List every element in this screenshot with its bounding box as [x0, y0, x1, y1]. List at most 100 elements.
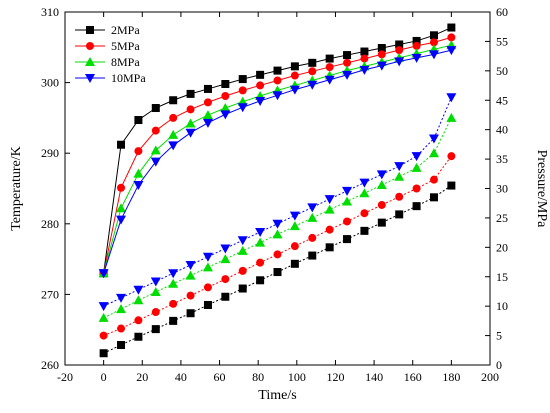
pressure-point — [394, 172, 404, 181]
temperature-point — [291, 62, 299, 70]
temperature-point — [169, 96, 177, 104]
temperature-point — [256, 81, 264, 89]
pressure-point — [239, 285, 247, 293]
pressure-point — [412, 152, 422, 161]
pressure-point — [290, 212, 300, 221]
y-right-tick-label: 50 — [496, 64, 508, 78]
temperature-point — [221, 80, 229, 88]
x-tick-label: 160 — [404, 370, 422, 384]
pressure-point — [446, 113, 456, 122]
pressure-point — [378, 201, 386, 209]
y-left-tick-label: 260 — [41, 358, 59, 372]
pressure-point — [100, 332, 108, 340]
temperature-point — [169, 114, 177, 122]
pressure-point — [256, 259, 264, 267]
pressure-point — [169, 317, 177, 325]
pressure-point — [117, 341, 125, 349]
pressure-point — [378, 219, 386, 227]
legend-item-2MPa: 2MPa — [75, 23, 140, 37]
pressure-point — [395, 193, 403, 201]
pressure-point — [204, 301, 212, 309]
pressure-point — [394, 162, 404, 171]
pressure-point — [290, 221, 300, 230]
pressure-point — [291, 242, 299, 250]
pressure-point — [377, 170, 387, 179]
temperature-point — [255, 97, 265, 106]
pressure-point — [429, 148, 439, 157]
temperature-point — [203, 110, 213, 119]
pressure-point — [342, 187, 352, 196]
legend-label: 5MPa — [111, 39, 140, 53]
temperature-point — [186, 129, 196, 138]
temperature-point — [447, 24, 455, 32]
temperature-point — [221, 92, 229, 100]
pressure-point — [307, 203, 317, 212]
legend-marker — [86, 26, 94, 34]
pressure-point — [133, 295, 143, 304]
legend-item-8MPa: 8MPa — [75, 55, 140, 69]
pressure-point — [221, 293, 229, 301]
pressure-point — [220, 245, 230, 254]
pressure-point — [343, 235, 351, 243]
pressure-point — [204, 283, 212, 291]
legend: 2MPa 5MPa 8MPa 10MPa — [75, 23, 146, 85]
pressure-point — [274, 250, 282, 258]
temperature-point — [133, 169, 143, 178]
legend-label: 8MPa — [111, 55, 140, 69]
pressure-point — [447, 152, 455, 160]
pressure-point — [307, 213, 317, 222]
y-right-tick-label: 40 — [496, 123, 508, 137]
temperature-point — [308, 59, 316, 67]
temperature-point — [187, 105, 195, 113]
y-right-tick-label: 45 — [496, 93, 508, 107]
pressure-point — [256, 276, 264, 284]
pressure-point — [447, 182, 455, 190]
temperature-point — [152, 104, 160, 112]
pressure-point — [238, 246, 248, 255]
x-tick-label: 200 — [481, 370, 499, 384]
temperature-point — [220, 110, 230, 119]
y-right-tick-label: 5 — [496, 329, 502, 343]
y-left-tick-label: 310 — [41, 5, 59, 19]
legend-label: 10MPa — [111, 71, 146, 85]
pressure-point — [99, 302, 109, 311]
x-axis-title: Time/s — [258, 388, 296, 403]
temperature-point — [133, 181, 143, 190]
pressure-point — [255, 238, 265, 247]
x-tick-label: -20 — [57, 370, 73, 384]
temperature-point — [291, 72, 299, 80]
pressure-point — [342, 196, 352, 205]
pressure-point — [168, 269, 178, 278]
pressure-point — [274, 268, 282, 276]
x-tick-label: 80 — [252, 370, 264, 384]
pressure-point — [134, 316, 142, 324]
series-2MPa — [100, 24, 456, 358]
x-tick-label: 100 — [288, 370, 306, 384]
temperature-point — [430, 31, 438, 39]
pressure-point — [446, 93, 456, 102]
pressure-point — [187, 309, 195, 317]
y-right-tick-label: 0 — [496, 358, 502, 372]
temperature-point — [134, 116, 142, 124]
y-axis-left-title: Temperature/K — [9, 146, 24, 231]
pressure-point — [99, 313, 109, 322]
temperature-point — [256, 71, 264, 79]
temperature-point — [238, 103, 248, 112]
temperature-point — [308, 67, 316, 75]
temperature-point — [151, 158, 161, 167]
pressure-point — [359, 188, 369, 197]
temperature-point — [343, 51, 351, 59]
pressure-point — [203, 253, 213, 262]
temperature-point — [204, 85, 212, 93]
y-right-tick-label: 55 — [496, 34, 508, 48]
temperature-point — [360, 48, 368, 56]
pressure-point — [395, 210, 403, 218]
x-tick-label: 60 — [214, 370, 226, 384]
pressure-point — [255, 228, 265, 237]
pressure-point — [325, 205, 335, 214]
legend-item-5MPa: 5MPa — [75, 39, 140, 53]
pressure-point — [343, 217, 351, 225]
pressure-point — [238, 236, 248, 245]
temperature-point — [117, 141, 125, 149]
temperature-point — [203, 119, 213, 128]
